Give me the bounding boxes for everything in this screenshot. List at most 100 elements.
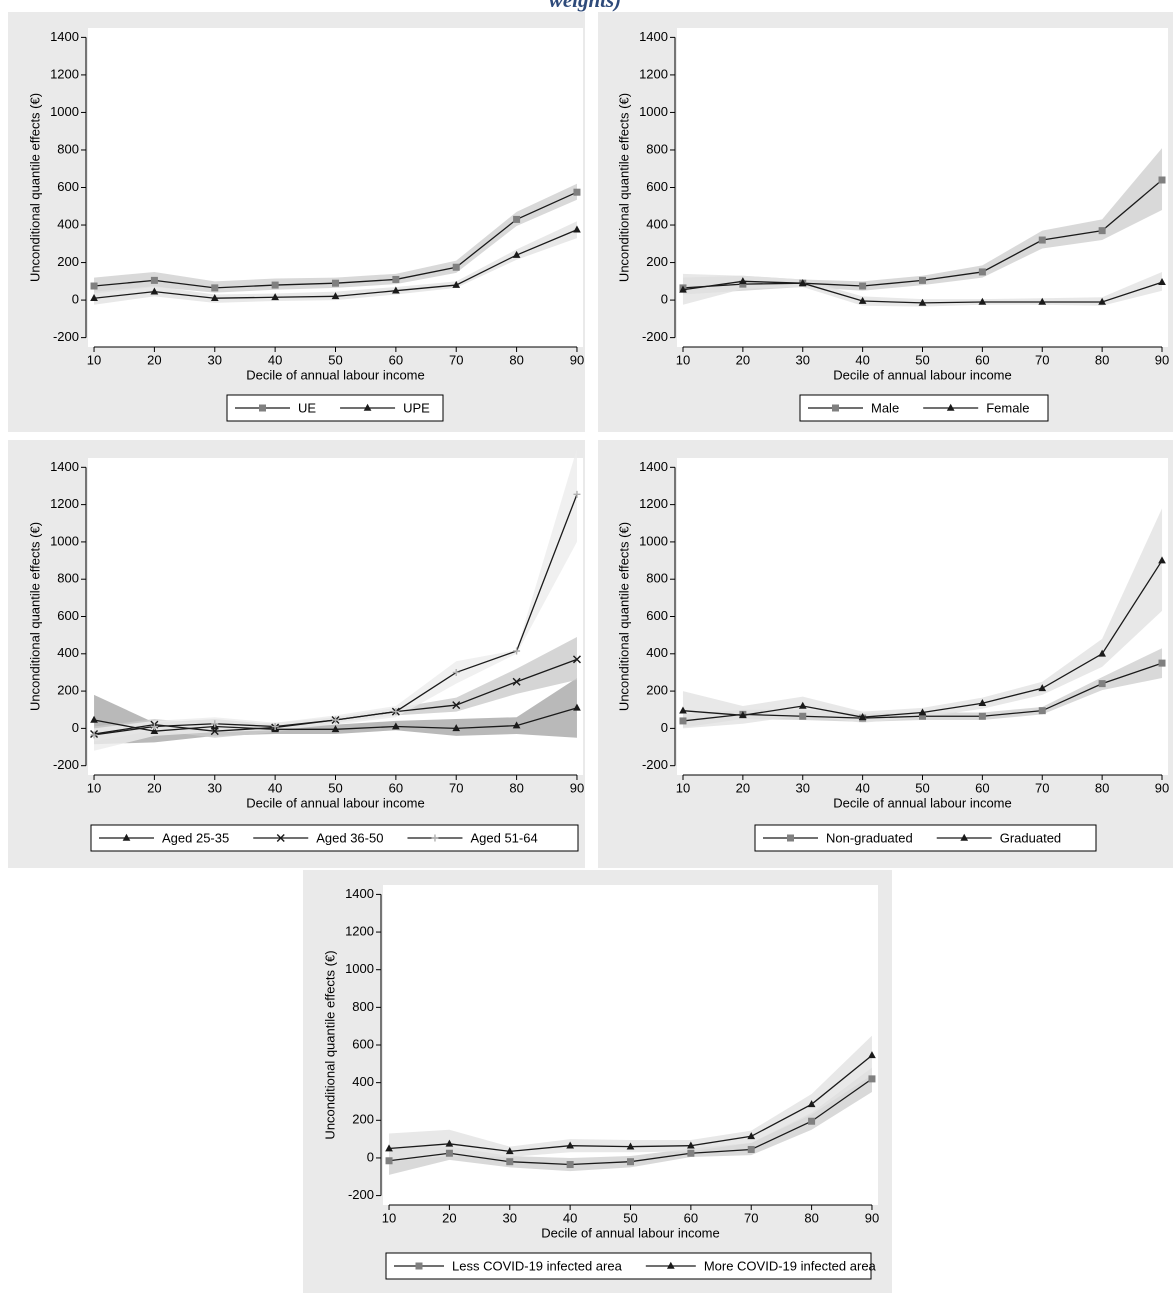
y-tick-label: 200 (646, 254, 668, 269)
marker (210, 294, 219, 302)
legend-label: More COVID-19 infected area (704, 1258, 877, 1273)
legend-marker (431, 834, 439, 842)
marker (1158, 659, 1166, 667)
marker (271, 281, 279, 289)
legend-marker (666, 1261, 675, 1269)
marker (512, 250, 521, 258)
x-tick-label: 20 (147, 780, 161, 795)
marker (626, 1142, 635, 1150)
marker (1158, 556, 1166, 564)
y-tick-label: 600 (646, 608, 668, 623)
marker (452, 668, 460, 676)
legend-marker (946, 403, 955, 411)
legend-marker (960, 833, 969, 841)
x-tick-label: 40 (855, 352, 869, 367)
y-tick-label: 1200 (639, 66, 668, 81)
panel: -200 0 200 400 600 800 1000 1200 1400 10 20 30 40 50 6… (598, 440, 1173, 868)
marker (90, 282, 98, 290)
x-tick-label: 40 (268, 780, 282, 795)
marker (747, 1145, 755, 1153)
marker (573, 225, 581, 233)
marker (271, 293, 279, 301)
marker (150, 726, 159, 734)
marker (210, 727, 219, 736)
marker (918, 298, 927, 306)
legend-marker (276, 834, 285, 842)
marker (90, 715, 98, 723)
x-tick-label: 80 (804, 1210, 818, 1225)
x-tick-label: 80 (509, 352, 523, 367)
marker (513, 647, 521, 655)
marker (807, 1100, 816, 1108)
x-tick-label: 50 (328, 352, 342, 367)
marker (150, 287, 159, 295)
marker (150, 723, 158, 731)
x-tick-label: 10 (676, 780, 690, 795)
marker (512, 677, 521, 686)
y-tick-label: 200 (646, 683, 668, 698)
legend-label: Aged 51-64 (470, 830, 537, 845)
y-tick-label: -200 (53, 757, 79, 772)
marker (739, 711, 747, 719)
marker (1158, 176, 1166, 184)
x-tick-label: 60 (975, 780, 989, 795)
y-tick-label: 1400 (345, 886, 374, 901)
y-tick-label: 200 (352, 1112, 374, 1127)
x-tick-label: 60 (389, 780, 403, 795)
marker (572, 655, 581, 664)
marker (332, 716, 339, 724)
x-tick-label: 20 (442, 1210, 456, 1225)
marker (627, 1158, 634, 1166)
x-tick-label: 10 (676, 352, 690, 367)
marker (385, 1157, 393, 1165)
legend-marker (787, 834, 794, 842)
marker (978, 699, 987, 707)
marker (858, 296, 867, 304)
x-tick-label: 80 (509, 780, 523, 795)
legend-marker (415, 1262, 423, 1270)
x-tick-label: 50 (915, 780, 929, 795)
marker (978, 712, 986, 720)
x-tick-label: 70 (744, 1210, 758, 1225)
y-tick-label: 0 (367, 1149, 374, 1164)
marker (679, 285, 687, 293)
panel: -200 0 200 400 600 800 1000 1200 1400 10 20 30 40 50 6… (598, 12, 1173, 432)
x-axis-label: Decile of annual labour income (246, 795, 425, 810)
marker (452, 724, 461, 732)
x-axis-label: Decile of annual labour income (541, 1225, 720, 1240)
y-tick-label: 800 (57, 141, 79, 156)
marker (150, 276, 158, 284)
legend-label: Aged 36-50 (316, 830, 383, 845)
x-axis-label: Decile of annual labour income (246, 367, 425, 382)
x-tick-label: 10 (382, 1210, 396, 1225)
marker (747, 1132, 756, 1140)
x-tick-label: 30 (208, 352, 222, 367)
marker (392, 708, 400, 716)
x-tick-label: 60 (975, 352, 989, 367)
marker (513, 215, 521, 223)
marker (687, 1141, 695, 1149)
marker (566, 1141, 574, 1149)
y-tick-label: -200 (53, 329, 79, 344)
marker (211, 284, 219, 292)
panel: -200 0 200 400 600 800 1000 1200 1400 10 20 30 40 50 6… (8, 12, 585, 432)
legend-label: Aged 25-35 (162, 830, 229, 845)
marker (331, 725, 340, 733)
marker (919, 276, 926, 284)
x-tick-label: 20 (736, 780, 750, 795)
marker (90, 294, 98, 302)
x-tick-label: 70 (449, 352, 463, 367)
x-tick-label: 80 (1095, 352, 1109, 367)
marker (679, 706, 687, 714)
marker (679, 717, 687, 725)
y-axis-label: Unconditional quantile effects (€) (27, 522, 42, 711)
marker (799, 712, 807, 720)
y-tick-label: 200 (57, 683, 79, 698)
marker (919, 712, 926, 720)
y-tick-label: 200 (57, 254, 79, 269)
marker (1098, 227, 1106, 235)
y-tick-label: 600 (646, 179, 668, 194)
plot-area (677, 28, 1168, 347)
marker (739, 280, 747, 288)
